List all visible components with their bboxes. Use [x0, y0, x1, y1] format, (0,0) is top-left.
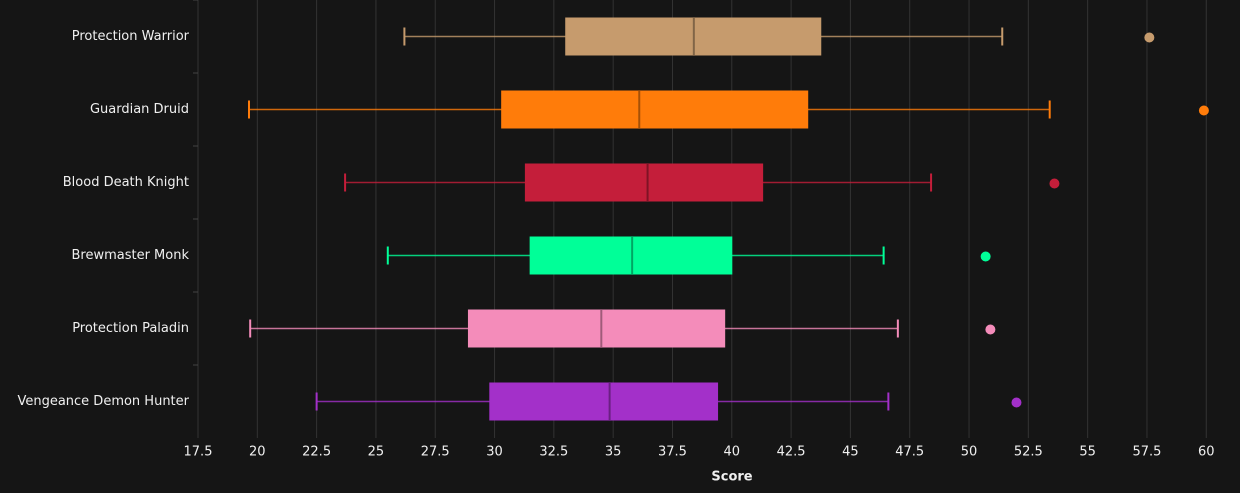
x-tick-label: 22.5 — [302, 445, 331, 460]
outlier — [1144, 32, 1155, 43]
outlier — [1049, 178, 1060, 189]
y-tick-label: Blood Death Knight — [63, 175, 189, 190]
outlier — [980, 251, 991, 262]
x-tick-label: 27.5 — [421, 445, 450, 460]
x-tick-label: 35 — [605, 445, 622, 460]
y-tick-label: Guardian Druid — [90, 102, 189, 117]
box — [467, 309, 726, 348]
outlier — [985, 324, 996, 335]
outlier — [1198, 105, 1209, 116]
y-tick-label: Protection Paladin — [72, 321, 189, 336]
x-tick-label: 52.5 — [1014, 445, 1043, 460]
x-tick-label: 37.5 — [658, 445, 687, 460]
y-tick-label: Protection Warrior — [72, 29, 190, 44]
x-tick-label: 17.5 — [184, 445, 213, 460]
x-tick-label: 57.5 — [1132, 445, 1161, 460]
y-tick-label: Brewmaster Monk — [71, 248, 189, 263]
x-axis-label: Score — [711, 470, 752, 485]
box — [501, 90, 809, 129]
x-tick-label: 60 — [1198, 445, 1215, 460]
x-tick-label: 20 — [249, 445, 266, 460]
box — [529, 236, 733, 275]
box — [489, 382, 719, 421]
x-tick-label: 30 — [486, 445, 503, 460]
y-tick-label: Vengeance Demon Hunter — [17, 394, 189, 409]
outlier — [1011, 397, 1022, 408]
x-tick-label: 47.5 — [895, 445, 924, 460]
x-tick-label: 50 — [961, 445, 978, 460]
x-tick-label: 32.5 — [539, 445, 568, 460]
x-tick-label: 55 — [1079, 445, 1096, 460]
x-tick-label: 42.5 — [777, 445, 806, 460]
box — [524, 163, 764, 202]
x-tick-label: 40 — [724, 445, 741, 460]
x-tick-label: 45 — [842, 445, 859, 460]
x-tick-label: 25 — [368, 445, 385, 460]
box — [565, 17, 822, 56]
